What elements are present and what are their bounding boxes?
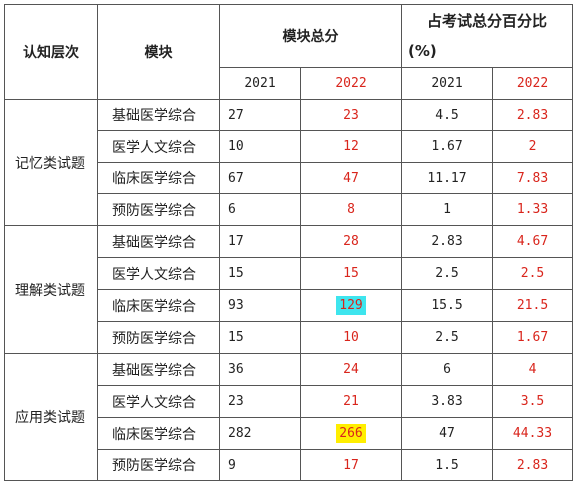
highlighted-score-2022: 266 [336,424,366,443]
header-total-2021: 2021 [219,67,301,100]
score-2022-cell: 266 [300,417,402,450]
score-2021: 17 [219,225,301,258]
table-row: 临床医学综合 93 129 15.5 21.5 [5,289,573,322]
highlighted-score-2022: 129 [336,296,366,315]
header-percent-label: 占考试总分百分比 [426,12,547,30]
score-2022: 12 [300,130,402,163]
pct-2022: 1.67 [492,321,573,354]
group-label: 记忆类试题 [4,99,98,226]
score-2022-cell: 129 [300,289,402,322]
module-cell: 基础医学综合 [97,99,220,131]
pct-2022: 2 [492,130,573,163]
pct-2022: 2.83 [492,449,573,481]
module-cell: 临床医学综合 [97,162,220,194]
module-cell: 医学人文综合 [97,130,220,163]
pct-2021: 15.5 [401,289,493,322]
pct-2022: 4 [492,353,573,386]
score-2021: 9 [219,449,301,481]
table-row: 医学人文综合 10 12 1.67 2 [5,130,573,163]
pct-2022: 2.83 [492,99,573,131]
table-row: 预防医学综合 9 17 1.5 2.83 [5,449,573,481]
module-cell: 预防医学综合 [97,193,220,226]
score-2021: 27 [219,99,301,131]
pct-2022: 21.5 [492,289,573,322]
score-2021: 6 [219,193,301,226]
score-2022: 10 [300,321,402,354]
score-2021: 36 [219,353,301,386]
pct-2021: 1 [401,193,493,226]
score-2021: 15 [219,257,301,290]
score-2022: 17 [300,449,402,481]
pct-2022: 1.33 [492,193,573,226]
score-table: 认知层次 模块 模块总分 占考试总分百分比 (%) 2021 2022 2021… [4,4,573,481]
score-2022: 8 [300,193,402,226]
table-row: 理解类试题 基础医学综合 17 28 2.83 4.67 [4,225,573,354]
module-cell: 基础医学综合 [97,225,220,258]
module-cell: 医学人文综合 [97,385,220,418]
score-2021: 67 [219,162,301,194]
module-cell: 预防医学综合 [97,321,220,354]
module-cell: 临床医学综合 [97,289,220,322]
pct-2022: 4.67 [492,225,573,258]
pct-2022: 44.33 [492,417,573,450]
score-2021: 93 [219,289,301,322]
pct-2021: 47 [401,417,493,450]
pct-2021: 6 [401,353,493,386]
score-2021: 10 [219,130,301,163]
score-2022: 47 [300,162,402,194]
score-2022: 21 [300,385,402,418]
pct-2022: 7.83 [492,162,573,194]
pct-2021: 2.5 [401,257,493,290]
module-cell: 基础医学综合 [97,353,220,386]
header-total: 模块总分 [219,4,402,68]
score-2022: 23 [300,99,402,131]
header-percent: 占考试总分百分比 (%) [401,4,573,68]
pct-2022: 3.5 [492,385,573,418]
header-pct-2021: 2021 [401,67,493,100]
table-row: 医学人文综合 23 21 3.83 3.5 [5,385,573,418]
header-total-2022: 2022 [300,67,402,100]
table-row: 医学人文综合 15 15 2.5 2.5 [5,257,573,290]
score-2021: 15 [219,321,301,354]
header-module: 模块 [97,4,220,100]
module-cell: 医学人文综合 [97,257,220,290]
pct-2021: 11.17 [401,162,493,194]
score-2022: 24 [300,353,402,386]
pct-2021: 2.5 [401,321,493,354]
header-level: 认知层次 [4,4,98,100]
score-2021: 282 [219,417,301,450]
table-row: 记忆类试题 基础医学综合 27 23 4.5 2.83 [4,99,573,226]
pct-2022: 2.5 [492,257,573,290]
score-2021: 23 [219,385,301,418]
pct-2021: 4.5 [401,99,493,131]
group-label: 理解类试题 [4,225,98,354]
table-row: 临床医学综合 67 47 11.17 7.83 [5,162,573,194]
table-row: 应用类试题 基础医学综合 36 24 6 4 [4,353,573,481]
score-2022: 15 [300,257,402,290]
module-cell: 预防医学综合 [97,449,220,481]
pct-2021: 1.5 [401,449,493,481]
header-percent-unit: (%) [408,42,437,60]
header-pct-2022: 2022 [492,67,573,100]
score-2022: 28 [300,225,402,258]
table-row: 预防医学综合 15 10 2.5 1.67 [5,321,573,354]
pct-2021: 1.67 [401,130,493,163]
pct-2021: 2.83 [401,225,493,258]
module-cell: 临床医学综合 [97,417,220,450]
pct-2021: 3.83 [401,385,493,418]
group-label: 应用类试题 [4,353,98,481]
